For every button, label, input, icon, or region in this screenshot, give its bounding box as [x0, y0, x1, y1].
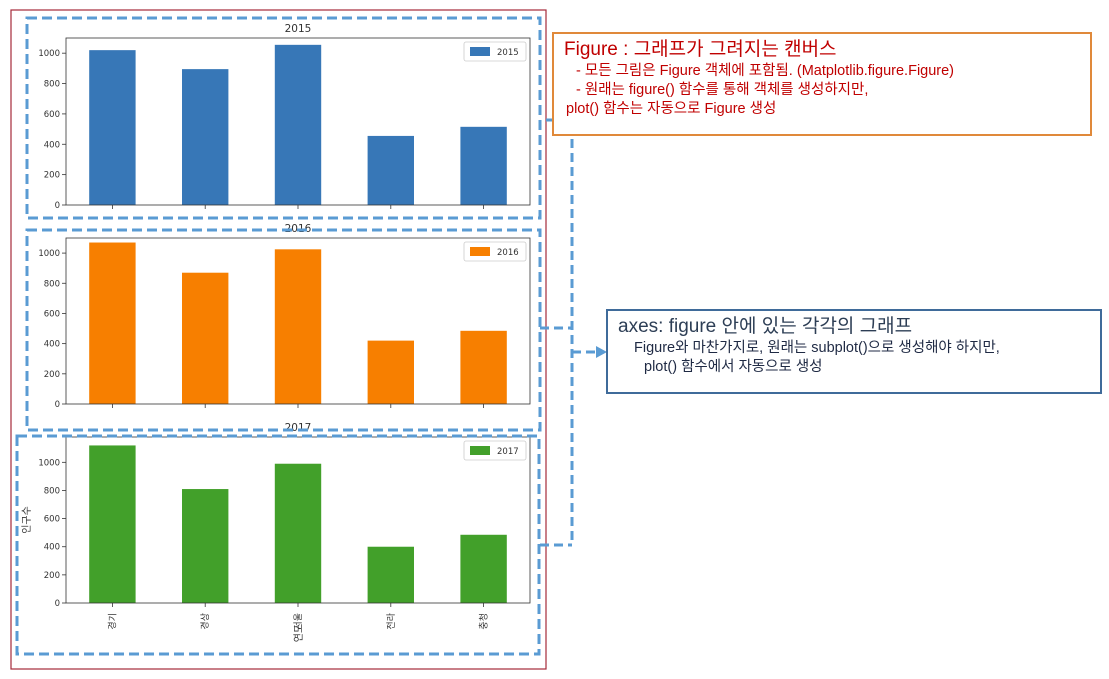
x-axis-label: 연도	[293, 624, 305, 642]
bar-2015-4	[460, 126, 507, 205]
y-tick-label: 600	[44, 309, 60, 319]
y-tick-label: 1000	[38, 249, 60, 259]
legend-box	[463, 241, 527, 262]
axes-outline-2017	[15, 434, 541, 656]
y-tick-label: 0	[55, 400, 60, 410]
x-tick-label: 충청	[479, 613, 490, 630]
y-tick-label: 0	[55, 201, 60, 211]
chart-title: 2017	[285, 422, 312, 434]
x-tick-label: 전라	[386, 612, 397, 629]
bar-2017-2	[274, 463, 322, 603]
legend-box	[463, 41, 527, 62]
y-tick-label: 200	[44, 370, 60, 380]
bar-2017-4	[460, 534, 507, 603]
y-tick-label: 400	[44, 140, 60, 150]
bar-2015-1	[182, 69, 229, 205]
y-tick-label: 400	[44, 543, 60, 553]
axes-callout-line: plot() 함수에서 자동으로 생성	[644, 359, 823, 375]
y-tick-label: 1000	[38, 49, 60, 59]
x-tick-label: 경기	[106, 613, 118, 630]
bar-2016-1	[182, 272, 229, 404]
figure-callout: Figure : 그래프가 그려지는 캔버스 - 모든 그림은 Figure 객…	[552, 32, 1092, 136]
bar-2016-3	[367, 340, 414, 404]
y-tick-label: 800	[44, 279, 60, 289]
y-tick-label: 200	[44, 571, 60, 581]
y-tick-label: 600	[44, 515, 60, 525]
legend-swatch	[470, 47, 490, 56]
y-tick-label: 800	[44, 486, 60, 496]
bar-2017-0	[89, 445, 136, 603]
x-tick-label: 경상	[199, 613, 211, 630]
axes-frame	[65, 37, 531, 206]
figure-callout-line: - 원래는 figure() 함수를 통해 객체를 생성하지만,	[576, 82, 869, 98]
figure-callout-line: - 모든 그림은 Figure 객체에 포함됨. (Matplotlib.fig…	[576, 63, 955, 79]
bar-2016-2	[274, 249, 322, 404]
y-tick-label: 600	[44, 110, 60, 120]
legend-box	[463, 440, 527, 461]
legend-swatch	[470, 247, 490, 256]
bar-2015-0	[89, 50, 136, 206]
y-tick-label: 800	[44, 80, 60, 90]
axes-frame	[65, 436, 531, 604]
axes-connector-arrowhead	[596, 346, 607, 358]
axes-callout-title: axes: figure 안에 있는 각각의 그래프	[618, 316, 913, 337]
chart-title: 2015	[285, 23, 312, 35]
figure-callout-line: plot() 함수는 자동으로 Figure 생성	[566, 101, 777, 117]
axes-callout-line: Figure와 마찬가지로, 원래는 subplot()으로 생성해야 하지만,	[634, 340, 1000, 356]
figure-outline	[10, 9, 547, 670]
y-tick-label: 200	[44, 171, 60, 181]
bar-2015-3	[367, 135, 414, 205]
axes-connector	[540, 125, 596, 547]
bar-2016-0	[89, 242, 136, 404]
axes-callout: axes: figure 안에 있는 각각의 그래프 Figure와 마찬가지로…	[606, 309, 1102, 394]
axes-outline-2016	[25, 228, 542, 432]
y-axis-label: 인구수	[21, 506, 33, 534]
bar-2017-3	[367, 546, 414, 603]
bar-2017-1	[182, 489, 229, 603]
legend-label: 2017	[497, 447, 519, 457]
axes-2015: 0 200 400 600 800 1000 2015 2015	[38, 23, 531, 211]
legend-label: 2016	[497, 248, 519, 258]
legend-label: 2015	[497, 48, 519, 58]
y-tick-label: 1000	[38, 458, 60, 468]
y-tick-label: 400	[44, 340, 60, 350]
bar-2015-2	[274, 44, 322, 205]
y-tick-label: 0	[55, 599, 60, 609]
legend-swatch	[470, 446, 490, 455]
axes-frame	[65, 237, 531, 405]
bar-2016-4	[460, 330, 507, 404]
axes-outline-2015	[25, 16, 542, 220]
x-tick-label: 서울	[293, 613, 304, 630]
axes-2017: 경기 경상 서울 전라 충청 0 200 400 600 800 1000 2017 2017 연도 인구수	[21, 422, 531, 642]
figure-callout-title: Figure : 그래프가 그려지는 캔버스	[564, 39, 837, 60]
